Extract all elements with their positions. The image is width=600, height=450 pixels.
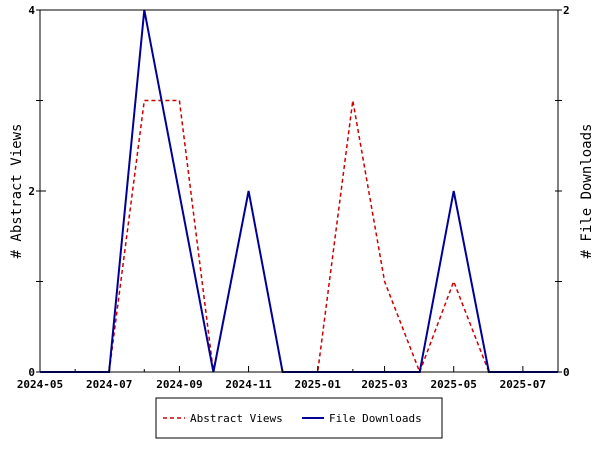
legend-label-file-downloads: File Downloads: [329, 412, 422, 425]
legend: Abstract Views File Downloads: [155, 397, 443, 439]
x-tick-label: 2024-09: [156, 378, 202, 391]
x-tick-label: 2025-01: [295, 378, 342, 391]
y-left-tick-label: 0: [28, 366, 35, 379]
x-tick-label: 2024-07: [86, 378, 132, 391]
legend-label-abstract-views: Abstract Views: [190, 412, 283, 425]
y-right-tick-label: 0: [563, 366, 570, 379]
legend-box: [155, 397, 443, 439]
x-tick-label: 2024-05: [17, 378, 63, 391]
x-tick-label: 2025-03: [361, 378, 407, 391]
y-left-tick-label: 4: [28, 4, 35, 17]
x-tick-label: 2024-11: [225, 378, 272, 391]
x-tick-label: 2025-05: [431, 378, 477, 391]
y-left-tick-label: 2: [28, 185, 35, 198]
y-right-axis-title: # File Downloads: [579, 124, 595, 259]
y-left-axis-title: # Abstract Views: [9, 124, 25, 259]
axes: 2024-05 2024-07 2024-09 2024-11 2025-01 2025-…: [17, 4, 570, 391]
y-right-tick-label: 2: [563, 4, 570, 17]
x-tick-label: 2025-07: [500, 378, 546, 391]
